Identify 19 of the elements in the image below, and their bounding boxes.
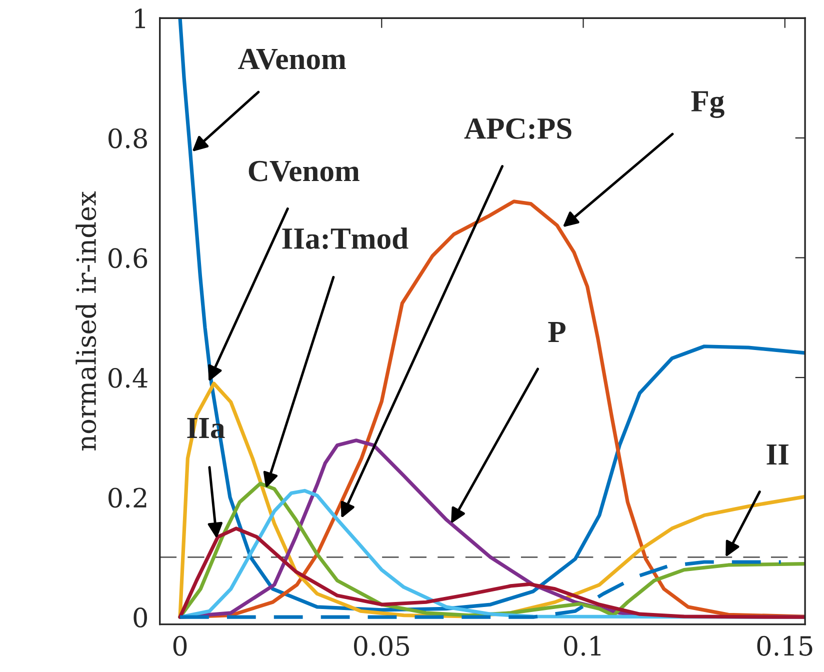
x-tick-label: 0: [173, 636, 187, 656]
x-tick-label: 0.1: [564, 636, 600, 656]
annotation: AVenom: [238, 48, 346, 70]
annotation: Fg: [691, 91, 724, 118]
line-series: [178, 18, 806, 612]
y-tick-label: 0: [134, 608, 147, 628]
y-tick-label: 0.2: [108, 488, 146, 508]
annotation: P: [548, 322, 566, 342]
y-tick-label: 1: [135, 8, 145, 28]
x-tick-label: 0.15: [757, 636, 812, 656]
annotation: APC:PS: [464, 118, 572, 140]
y-tick-label: 0.4: [108, 368, 148, 388]
y-tick-label: 0.8: [108, 128, 147, 148]
annotation: CVenom: [248, 160, 360, 182]
x-tick-label: 0.05: [354, 636, 409, 656]
y-tick-label: 0.6: [108, 248, 148, 268]
annotation: II: [766, 444, 788, 465]
annotation: IIa:Tmod: [282, 227, 408, 250]
y-axis-title: normalised ir-index: [76, 191, 96, 450]
